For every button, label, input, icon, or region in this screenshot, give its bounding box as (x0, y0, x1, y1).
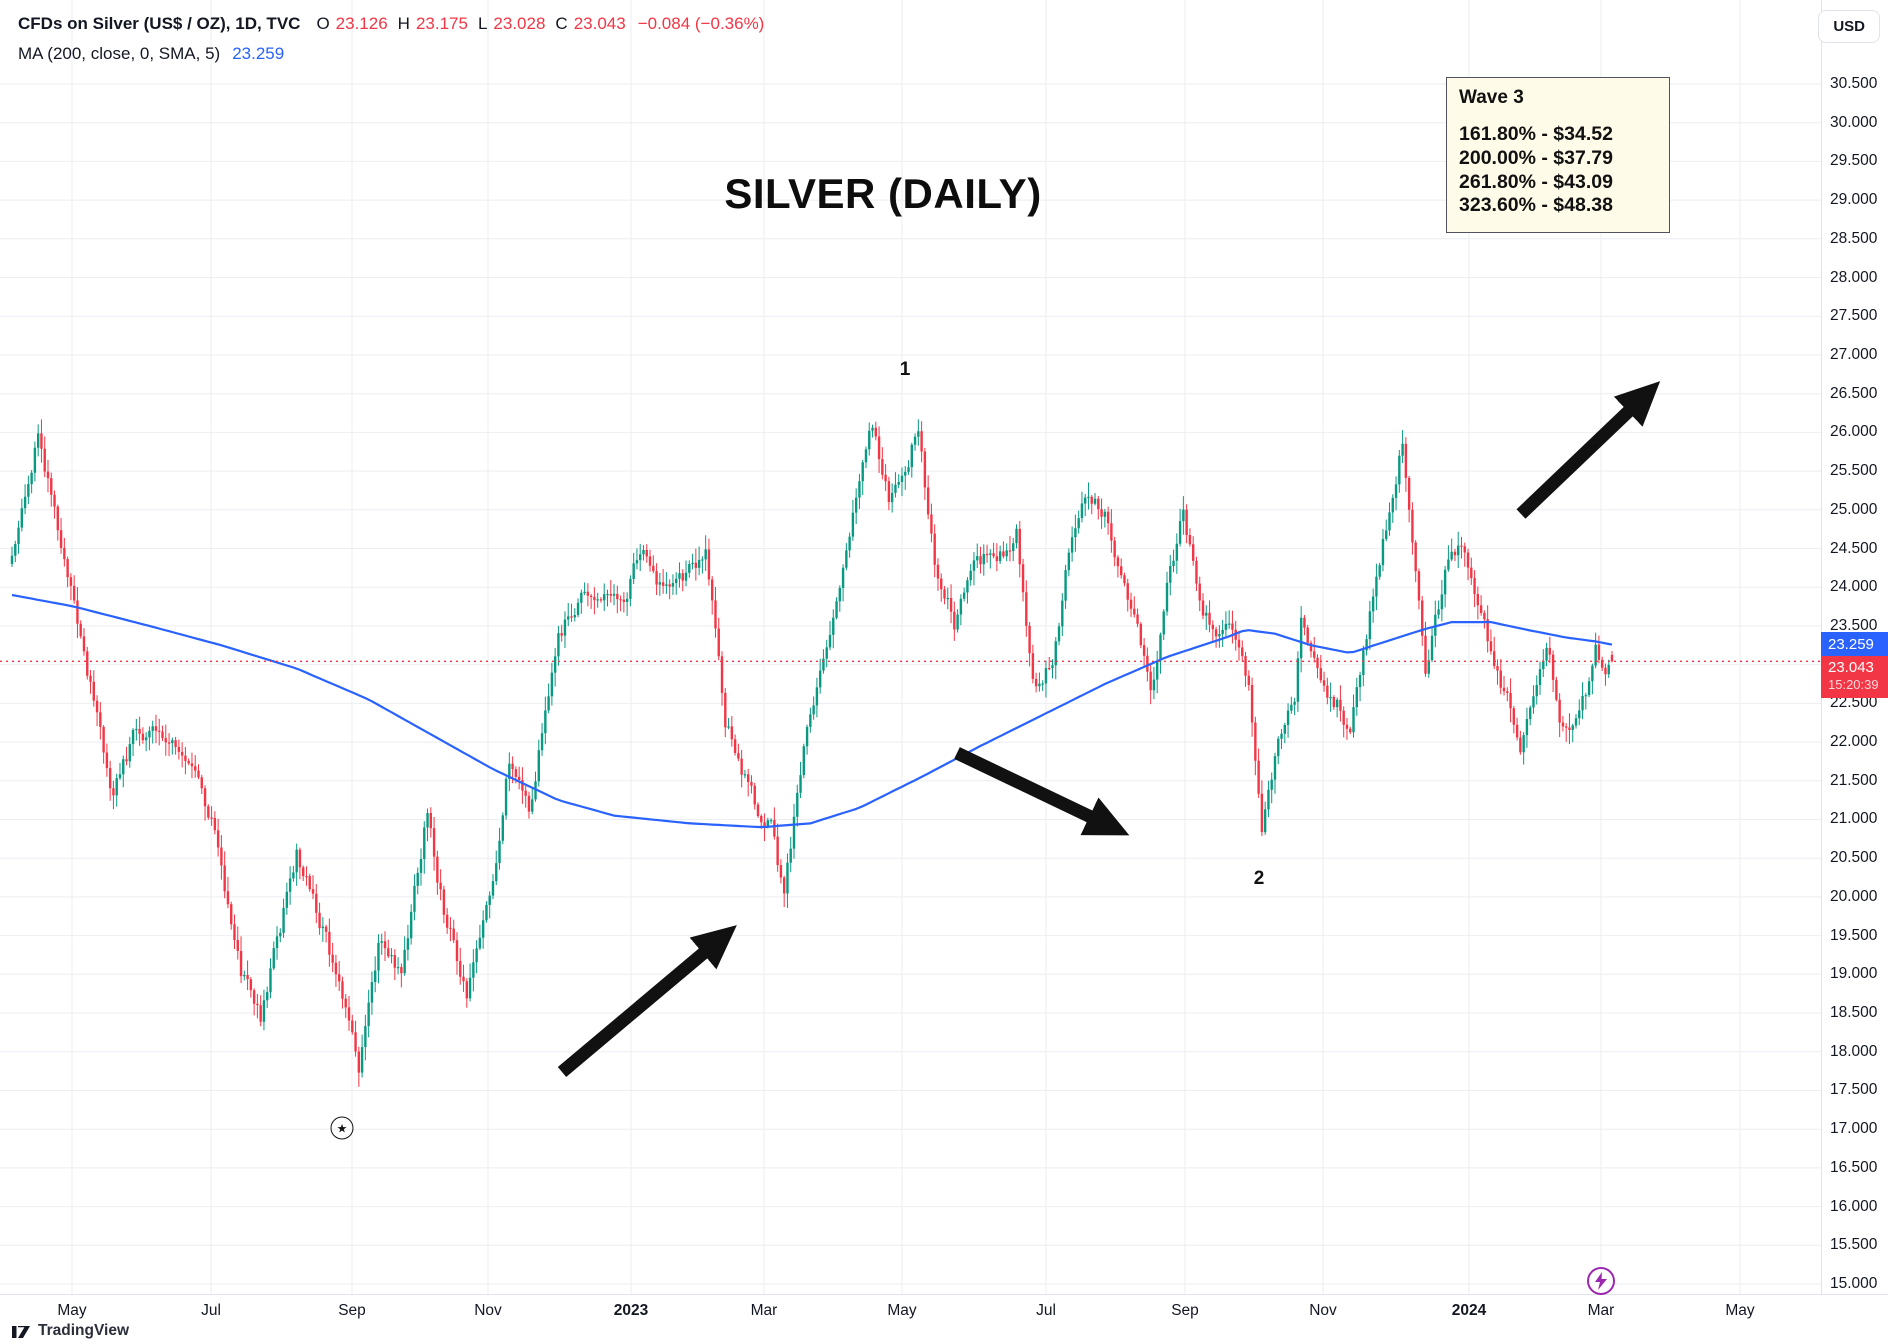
ma200-line[interactable] (11, 593, 1613, 829)
time-axis[interactable]: May Jul Sep Nov 2023 Mar May Jul Sep Nov 2024 Mar Ma… (0, 1294, 1888, 1326)
horizontal-gridlines (0, 83, 1821, 1285)
price-axis-label: 15.000 (1830, 1275, 1878, 1292)
fib-line-200: 200.00% - $37.79 (1459, 146, 1613, 169)
price-axis-label: 26.000 (1830, 423, 1878, 440)
time-axis-label: Sep (338, 1302, 366, 1319)
tradingview-logo[interactable]: TradingView (12, 1322, 129, 1340)
high-value: 23.175 (415, 14, 468, 33)
price-axis-label: 18.500 (1830, 1004, 1878, 1021)
time-axis-label: Mar (750, 1302, 778, 1319)
low-label: L (477, 14, 488, 33)
close-value: 23.043 (573, 14, 626, 33)
star-glyph: ★ (336, 1121, 348, 1135)
price-axis-label: 22.000 (1830, 733, 1878, 750)
price-axis-label: 16.000 (1830, 1198, 1878, 1215)
up-arrow-wave3[interactable] (1516, 381, 1661, 519)
circled-star-icon[interactable]: ★ (330, 1116, 354, 1140)
time-axis-label: Nov (1309, 1302, 1337, 1319)
tradingview-brand-text: TradingView (38, 1322, 130, 1339)
down-candle-bodies (40, 427, 1614, 1073)
low-value: 23.028 (493, 14, 546, 33)
last-price-value: 23.043 (1828, 659, 1874, 676)
fib-line-323: 323.60% - $48.38 (1459, 194, 1613, 217)
wave3-target-box[interactable]: Wave 3 161.80% - $34.52 200.00% - $37.79… (1446, 77, 1670, 233)
price-axis-label: 30.500 (1830, 75, 1878, 92)
last-price-badge: 23.043 15:20:39 (1821, 656, 1888, 698)
price-axis-label: 24.500 (1830, 540, 1878, 557)
ma-price-badge: 23.259 (1821, 632, 1888, 658)
time-axis-label: Jul (1036, 1302, 1056, 1319)
lightning-bolt-glyph (1595, 1272, 1607, 1290)
price-axis-label: 20.500 (1830, 849, 1878, 866)
price-axis-label: 25.500 (1830, 462, 1878, 479)
ma-indicator-legend: MA (200, close, 0, SMA, 5) 23.259 (18, 44, 284, 64)
symbol-legend: CFDs on Silver (US$ / OZ), 1D, TVC O 23.… (18, 14, 764, 34)
time-axis-label: Jul (201, 1302, 221, 1319)
close-label: C (555, 14, 568, 33)
up-arrow-wave1[interactable] (557, 925, 737, 1077)
chart-title-annotation[interactable]: SILVER (DAILY) (724, 170, 1042, 217)
price-axis-label: 17.500 (1830, 1081, 1878, 1098)
price-axis-label: 18.000 (1830, 1043, 1878, 1060)
time-axis-label: 2023 (613, 1302, 649, 1319)
time-axis-label: Nov (474, 1302, 502, 1319)
price-axis-label: 27.000 (1830, 346, 1878, 363)
price-axis-label: 30.000 (1830, 114, 1878, 131)
time-axis-label: Mar (1587, 1302, 1615, 1319)
wave3-title: Wave 3 (1459, 87, 1524, 108)
price-axis-label: 15.500 (1830, 1236, 1878, 1253)
open-value: 23.126 (335, 14, 388, 33)
price-axis-label: 29.000 (1830, 191, 1878, 208)
up-candle-wicks (11, 419, 1610, 1078)
wave-label-2[interactable]: 2 (1253, 868, 1265, 889)
trend-arrows[interactable] (557, 381, 1661, 1077)
price-axis-label: 22.500 (1830, 694, 1878, 711)
price-axis-label: 28.500 (1830, 230, 1878, 247)
price-axis-label: 20.000 (1830, 888, 1878, 905)
price-axis-label: 21.000 (1830, 810, 1878, 827)
price-axis-label: 27.500 (1830, 307, 1878, 324)
price-axis-label: 17.000 (1830, 1120, 1878, 1137)
change-value: −0.084 (−0.36%) (637, 14, 765, 33)
vertical-gridlines (71, 0, 1741, 1294)
ma-indicator-label[interactable]: MA (200, close, 0, SMA, 5) (18, 44, 221, 63)
time-axis-label: 2024 (1451, 1302, 1487, 1319)
tradingview-logo-icon (12, 1325, 30, 1338)
down-candle-wicks (40, 419, 1613, 1087)
symbol-title[interactable]: CFDs on Silver (US$ / OZ), 1D, TVC (18, 14, 301, 33)
price-axis-label: 19.500 (1830, 927, 1878, 944)
fib-line-161: 161.80% - $34.52 (1459, 123, 1613, 145)
time-axis-label: May (1725, 1302, 1755, 1319)
open-label: O (316, 14, 330, 33)
price-axis-label: 28.000 (1830, 269, 1878, 286)
bar-countdown: 15:20:39 (1828, 677, 1879, 692)
price-axis-label: 25.000 (1830, 501, 1878, 518)
fib-line-261: 261.80% - $43.09 (1459, 170, 1613, 193)
ma-indicator-value: 23.259 (232, 44, 285, 63)
wave-label-1[interactable]: 1 (899, 359, 911, 380)
price-axis-label: 16.500 (1830, 1159, 1878, 1176)
currency-usd-button[interactable]: USD (1818, 10, 1880, 43)
ma-badge-value: 23.259 (1828, 636, 1874, 653)
high-label: H (397, 14, 410, 33)
price-axis-label: 21.500 (1830, 772, 1878, 789)
time-axis-label: May (887, 1302, 917, 1319)
price-axis-label: 19.000 (1830, 965, 1878, 982)
price-axis-label: 24.000 (1830, 578, 1878, 595)
time-axis-label: May (57, 1302, 87, 1319)
time-axis-label: Sep (1171, 1302, 1199, 1319)
up-candle-bodies (10, 427, 1610, 1073)
price-axis-label: 23.500 (1830, 617, 1878, 634)
down-arrow-wave2[interactable] (954, 747, 1130, 836)
lightning-event-icon[interactable] (1587, 1267, 1615, 1295)
price-axis-label: 29.500 (1830, 152, 1878, 169)
price-axis-label: 26.500 (1830, 385, 1878, 402)
